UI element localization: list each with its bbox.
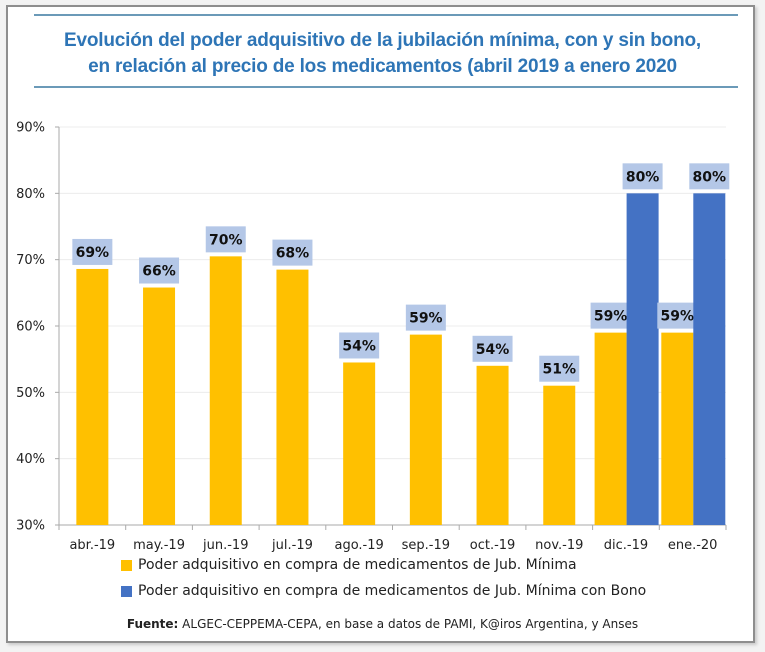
x-tick-label: jul.-19 [271, 538, 313, 553]
bar-jub-minima [476, 365, 509, 525]
legend-label: Poder adquisitivo en compra de medicamen… [138, 557, 577, 573]
bar-jub-minima [276, 269, 309, 525]
x-tick-label: nov.-19 [535, 538, 583, 553]
x-tick-label: ago.-19 [334, 538, 383, 553]
bar-jub-minima [343, 362, 376, 525]
y-tick-label: 30% [16, 519, 45, 534]
x-tick-label: jun.-19 [202, 538, 248, 553]
x-tick-label: abr.-19 [69, 538, 115, 553]
data-label: 80% [693, 169, 727, 185]
data-label-box [689, 163, 730, 190]
data-label-box [72, 238, 113, 265]
data-label: 54% [476, 342, 510, 358]
data-label-box [539, 355, 580, 382]
bar-jub-minima [594, 332, 627, 525]
chart-title-line-1: Evolución del poder adquisitivo de la ju… [64, 30, 701, 51]
source-label: Fuente: [126, 617, 179, 631]
data-label: 54% [342, 338, 376, 354]
x-tick-label: sep.-19 [402, 538, 450, 553]
x-tick-label: may.-19 [133, 538, 185, 553]
title-rule-bottom [34, 86, 738, 88]
y-tick-label: 90% [16, 121, 45, 136]
legend-swatch-yellow [121, 559, 132, 571]
data-label: 59% [409, 311, 443, 327]
y-tick-label: 40% [16, 452, 45, 467]
y-tick-label: 60% [16, 320, 45, 335]
bar-jub-minima-con-bono [693, 193, 726, 526]
legend-label: Poder adquisitivo en compra de medicamen… [138, 583, 647, 599]
legend-swatch-blue [121, 585, 132, 597]
data-label-box [139, 257, 180, 284]
bar-jub-minima [661, 332, 694, 525]
bar-jub-minima-con-bono [626, 193, 659, 526]
data-label: 66% [142, 264, 176, 280]
bar-jub-minima [409, 334, 442, 525]
bar-jub-minima [543, 385, 576, 525]
bar-jub-minima [76, 268, 109, 525]
data-label: 69% [76, 245, 110, 261]
data-label: 59% [661, 309, 695, 325]
legend-item-jub-minima-con-bono: Poder adquisitivo en compra de medicamen… [121, 583, 646, 599]
title-rule-top [34, 14, 738, 16]
data-label-box [657, 302, 698, 329]
source-text: ALGEC-CEPPEMA-CEPA, en base a datos de P… [178, 617, 639, 631]
source-note: Fuente: ALGEC-CEPPEMA-CEPA, en base a da… [0, 617, 765, 631]
data-label-box [272, 239, 313, 266]
y-tick-label: 50% [16, 386, 45, 401]
bar-jub-minima [143, 287, 176, 525]
y-tick-label: 70% [16, 253, 45, 268]
chart-title: Evolución del poder adquisitivo de la ju… [0, 28, 765, 80]
x-tick-label: ene.-20 [668, 538, 718, 553]
data-label-box [590, 302, 631, 329]
data-label: 68% [276, 246, 310, 262]
data-label-box [339, 332, 380, 359]
data-label: 59% [594, 309, 628, 325]
y-tick-label: 80% [16, 187, 45, 202]
data-label-box [205, 226, 246, 253]
data-label: 70% [209, 232, 243, 248]
data-label-box [405, 304, 446, 331]
legend-item-jub-minima: Poder adquisitivo en compra de medicamen… [121, 557, 577, 573]
x-tick-label: dic.-19 [604, 538, 648, 553]
data-label-box [472, 335, 513, 362]
bar-jub-minima [209, 256, 242, 525]
x-tick-label: oct.-19 [470, 538, 516, 553]
data-label-box [622, 163, 663, 190]
chart-title-line-2: en relación al precio de los medicamento… [88, 56, 677, 77]
data-label: 80% [626, 169, 660, 185]
data-label: 51% [542, 362, 576, 378]
